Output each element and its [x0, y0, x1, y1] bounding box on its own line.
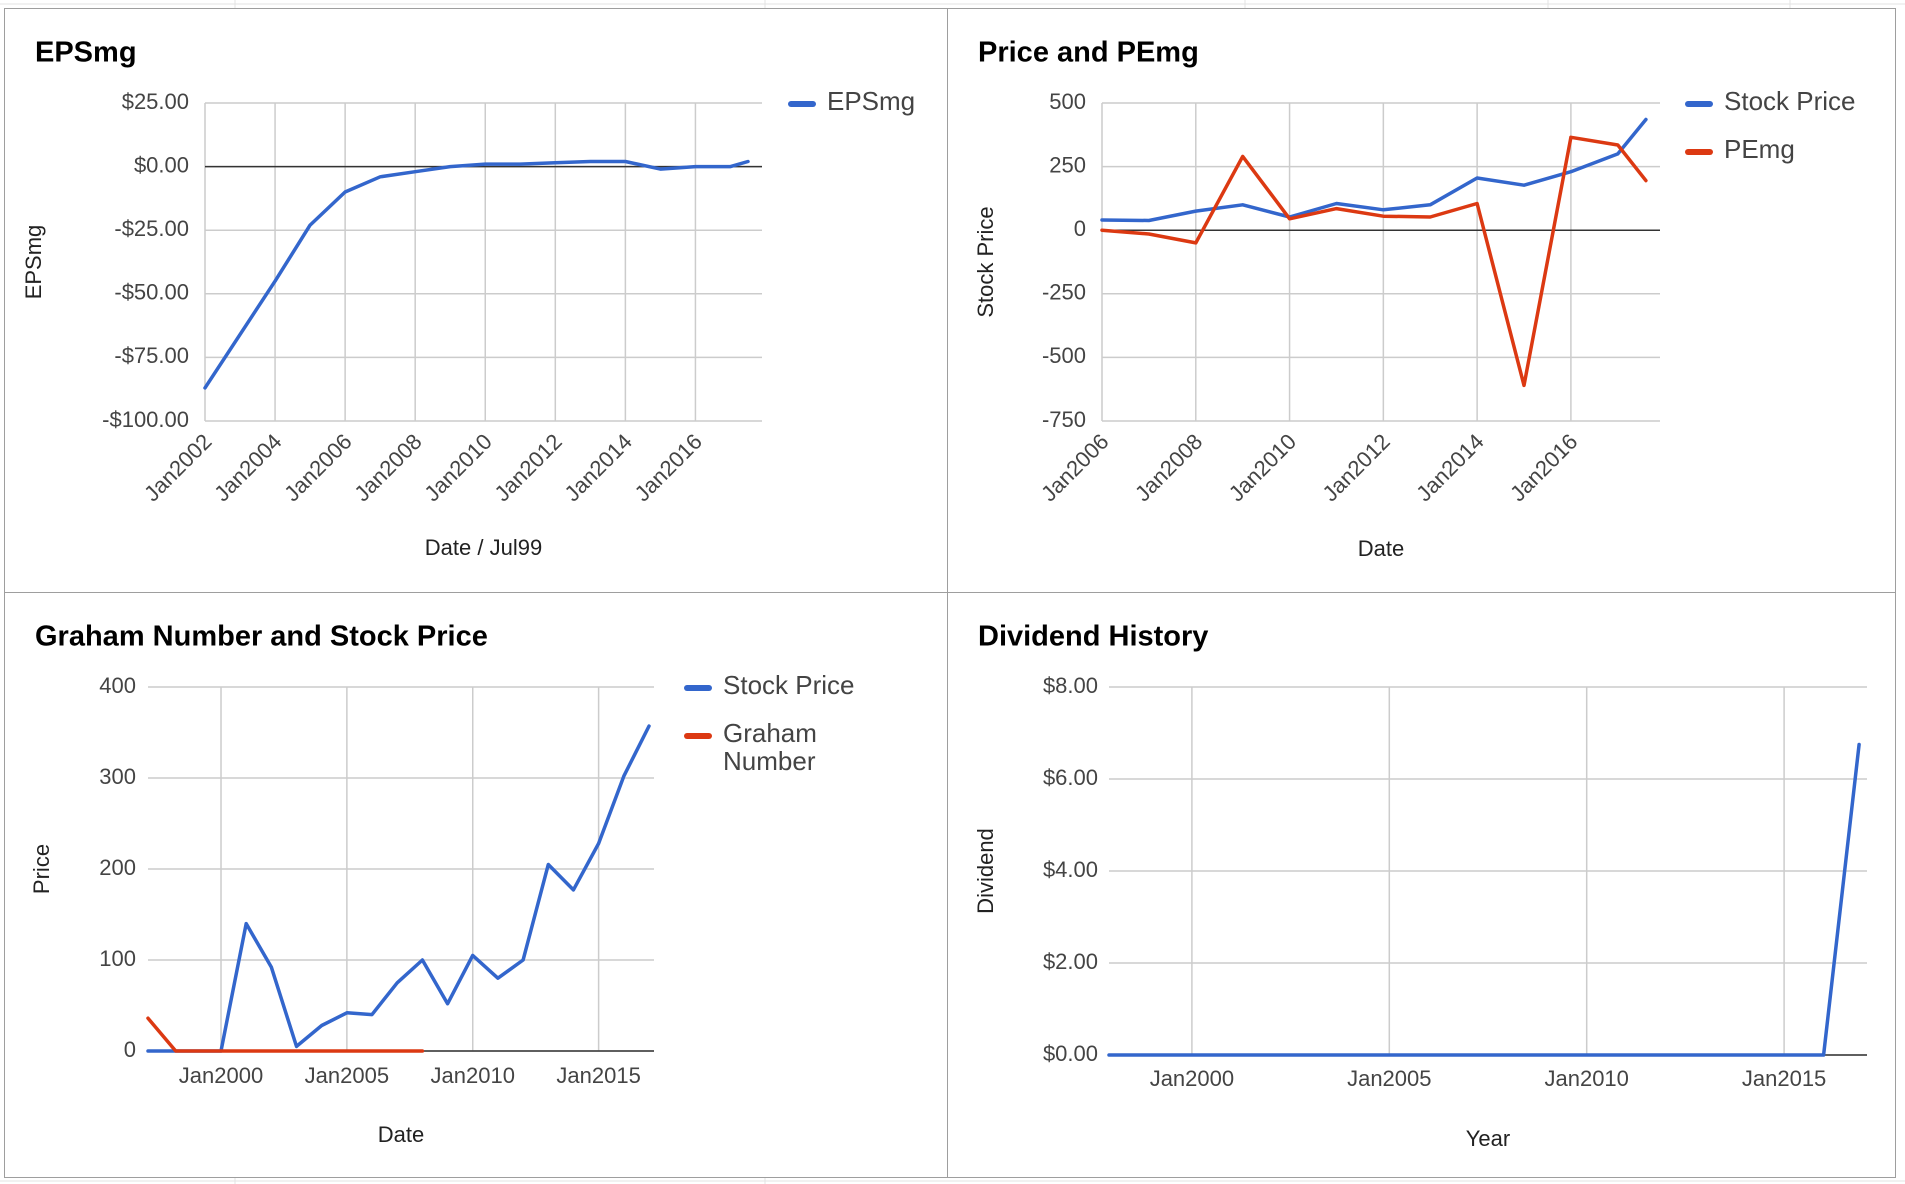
legend-entry[interactable]: PEmg — [1685, 134, 1795, 164]
x-tick-label: Jan2010 — [1224, 429, 1301, 506]
y-tick-label: 200 — [99, 855, 136, 880]
x-tick-label: Jan2000 — [1150, 1066, 1234, 1091]
x-tick-label: Jan2015 — [556, 1063, 640, 1088]
y-tick-label: 250 — [1049, 152, 1086, 177]
dividend-history-chart-panel[interactable]: Dividend History $8.00 $6.00 $4.00 $2.00 $0.0… — [947, 592, 1896, 1178]
gridlines — [1101, 102, 1660, 422]
x-axis-label: Date — [1358, 536, 1404, 561]
x-tick-label: Jan2004 — [209, 429, 286, 506]
y-tick-label: -500 — [1042, 343, 1086, 368]
series-line-1[interactable] — [1107, 742, 1861, 1057]
y-axis-label: Stock Price — [973, 206, 998, 317]
y-tick-label: -250 — [1042, 280, 1086, 305]
x-tick-label: Jan2000 — [179, 1063, 263, 1088]
x-axis-label: Year — [1466, 1126, 1510, 1151]
x-tick-label: Jan2016 — [630, 429, 707, 506]
y-tick-label: 300 — [99, 764, 136, 789]
x-axis-label: Date / Jul99 — [425, 535, 542, 560]
x-tick-label: Jan2005 — [305, 1063, 389, 1088]
x-tick-label: Jan2005 — [1347, 1066, 1431, 1091]
y-tick-label: 500 — [1049, 89, 1086, 114]
x-tick-label: Jan2014 — [560, 429, 637, 506]
legend-entry[interactable]: Stock Price — [1685, 86, 1856, 116]
x-tick-label: Jan2012 — [1318, 429, 1395, 506]
y-tick-label: -$100.00 — [102, 407, 189, 432]
x-axis-label: Date — [378, 1122, 424, 1147]
x-tick-label: Jan2006 — [1036, 429, 1113, 506]
legend-label: PEmg — [1724, 134, 1795, 164]
legend-label: Stock Price — [1724, 86, 1856, 116]
chart-svg: Price and PEmg 500 250 0 -250 -500 -750Jan2006… — [973, 37, 1856, 561]
y-tick-label: $0.00 — [1043, 1041, 1098, 1066]
chart-title: Dividend History — [978, 621, 1208, 653]
y-tick-label: 400 — [99, 673, 136, 698]
chart-svg: EPSmg $25.00 $0.00 -$25.00 -$50.00 -$75.00 -$1… — [21, 37, 915, 560]
y-tick-label: $8.00 — [1043, 673, 1098, 698]
legend-entry[interactable]: Stock Price — [684, 670, 855, 700]
x-tick-label: Jan2006 — [279, 429, 356, 506]
series-line-1[interactable] — [1100, 117, 1648, 223]
series-line-2[interactable] — [1100, 135, 1648, 388]
y-axis-label: EPSmg — [21, 225, 46, 300]
y-tick-label: -750 — [1042, 407, 1086, 432]
x-tick-label: Jan2008 — [1130, 429, 1207, 506]
legend-entry[interactable]: EPSmg — [788, 86, 915, 116]
legend-label: EPSmg — [827, 86, 915, 116]
y-tick-label: $2.00 — [1043, 949, 1098, 974]
chart-title: EPSmg — [35, 37, 137, 69]
x-tick-label: Jan2010 — [1544, 1066, 1628, 1091]
x-tick-label: Jan2002 — [139, 429, 216, 506]
legend-label: Stock Price — [723, 670, 855, 700]
chart-svg: Graham Number and Stock Price 400 300 200 10… — [29, 621, 855, 1147]
y-tick-label: 0 — [124, 1037, 136, 1062]
gridlines — [148, 686, 654, 1052]
graham-number-chart-panel[interactable]: Graham Number and Stock Price 400 300 200 10… — [4, 592, 948, 1178]
x-tick-label: Jan2016 — [1505, 429, 1582, 506]
x-tick-label: Jan2012 — [489, 429, 566, 506]
epsmg-chart-panel[interactable]: EPSmg $25.00 $0.00 -$25.00 -$50.00 -$75.00 -$1… — [4, 8, 948, 593]
y-tick-label: $25.00 — [122, 89, 189, 114]
series-line-2[interactable] — [146, 1016, 425, 1053]
y-tick-label: 0 — [1074, 216, 1086, 241]
y-axis-label: Price — [29, 844, 54, 894]
chart-title: Graham Number and Stock Price — [35, 621, 488, 653]
x-tick-label: Jan2014 — [1411, 429, 1488, 506]
price-pemg-chart-panel[interactable]: Price and PEmg 500 250 0 -250 -500 -750 Jan2006… — [947, 8, 1896, 593]
y-axis-label: Dividend — [973, 828, 998, 914]
y-tick-label: -$50.00 — [114, 280, 189, 305]
y-tick-label: $4.00 — [1043, 857, 1098, 882]
y-tick-label: $0.00 — [134, 152, 189, 177]
x-tick-label: Jan2010 — [431, 1063, 515, 1088]
x-tick-label: Jan2008 — [349, 429, 426, 506]
y-tick-label: -$75.00 — [114, 343, 189, 368]
chart-svg: Dividend History $8.00 $6.00 $4.00 $2.00 $0.0… — [973, 621, 1867, 1151]
x-tick-label: Jan2015 — [1742, 1066, 1826, 1091]
y-tick-label: $6.00 — [1043, 765, 1098, 790]
series-line-1[interactable] — [146, 724, 651, 1053]
legend-label: Number — [723, 746, 816, 776]
y-tick-label: 100 — [99, 946, 136, 971]
x-tick-label: Jan2010 — [419, 429, 496, 506]
chart-title: Price and PEmg — [978, 37, 1199, 69]
series-line-1[interactable] — [203, 159, 750, 390]
y-tick-label: -$25.00 — [114, 216, 189, 241]
gridlines — [1109, 686, 1867, 1056]
legend-label: Graham — [723, 718, 817, 748]
